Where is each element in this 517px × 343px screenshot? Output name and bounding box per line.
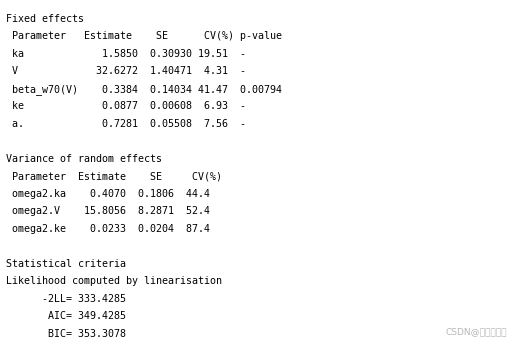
Text: Statistical criteria: Statistical criteria <box>6 259 126 269</box>
Text: ke             0.0877  0.00608  6.93  -: ke 0.0877 0.00608 6.93 - <box>6 101 246 111</box>
Text: omega2.ka    0.4070  0.1806  44.4: omega2.ka 0.4070 0.1806 44.4 <box>6 189 210 199</box>
Text: BIC= 353.3078: BIC= 353.3078 <box>6 329 126 339</box>
Text: ka             1.5850  0.30930 19.51  -: ka 1.5850 0.30930 19.51 - <box>6 49 246 59</box>
Text: beta_w70(V)    0.3384  0.14034 41.47  0.00794: beta_w70(V) 0.3384 0.14034 41.47 0.00794 <box>6 84 282 95</box>
Text: AIC= 349.4285: AIC= 349.4285 <box>6 311 126 321</box>
Text: omega2.V    15.8056  8.2871  52.4: omega2.V 15.8056 8.2871 52.4 <box>6 206 210 216</box>
Text: Fixed effects: Fixed effects <box>6 14 84 24</box>
Text: omega2.ke    0.0233  0.0204  87.4: omega2.ke 0.0233 0.0204 87.4 <box>6 224 210 234</box>
Text: -2LL= 333.4285: -2LL= 333.4285 <box>6 294 126 304</box>
Text: Parameter  Estimate    SE     CV(%): Parameter Estimate SE CV(%) <box>6 171 222 181</box>
Text: Likelihood computed by linearisation: Likelihood computed by linearisation <box>6 276 222 286</box>
Text: Variance of random effects: Variance of random effects <box>6 154 162 164</box>
Text: V             32.6272  1.40471  4.31  -: V 32.6272 1.40471 4.31 - <box>6 66 246 76</box>
Text: Parameter   Estimate    SE      CV(%) p-value: Parameter Estimate SE CV(%) p-value <box>6 31 282 41</box>
Text: a.             0.7281  0.05508  7.56  -: a. 0.7281 0.05508 7.56 - <box>6 119 246 129</box>
Text: CSDN@拇指研究员: CSDN@拇指研究员 <box>445 327 507 336</box>
